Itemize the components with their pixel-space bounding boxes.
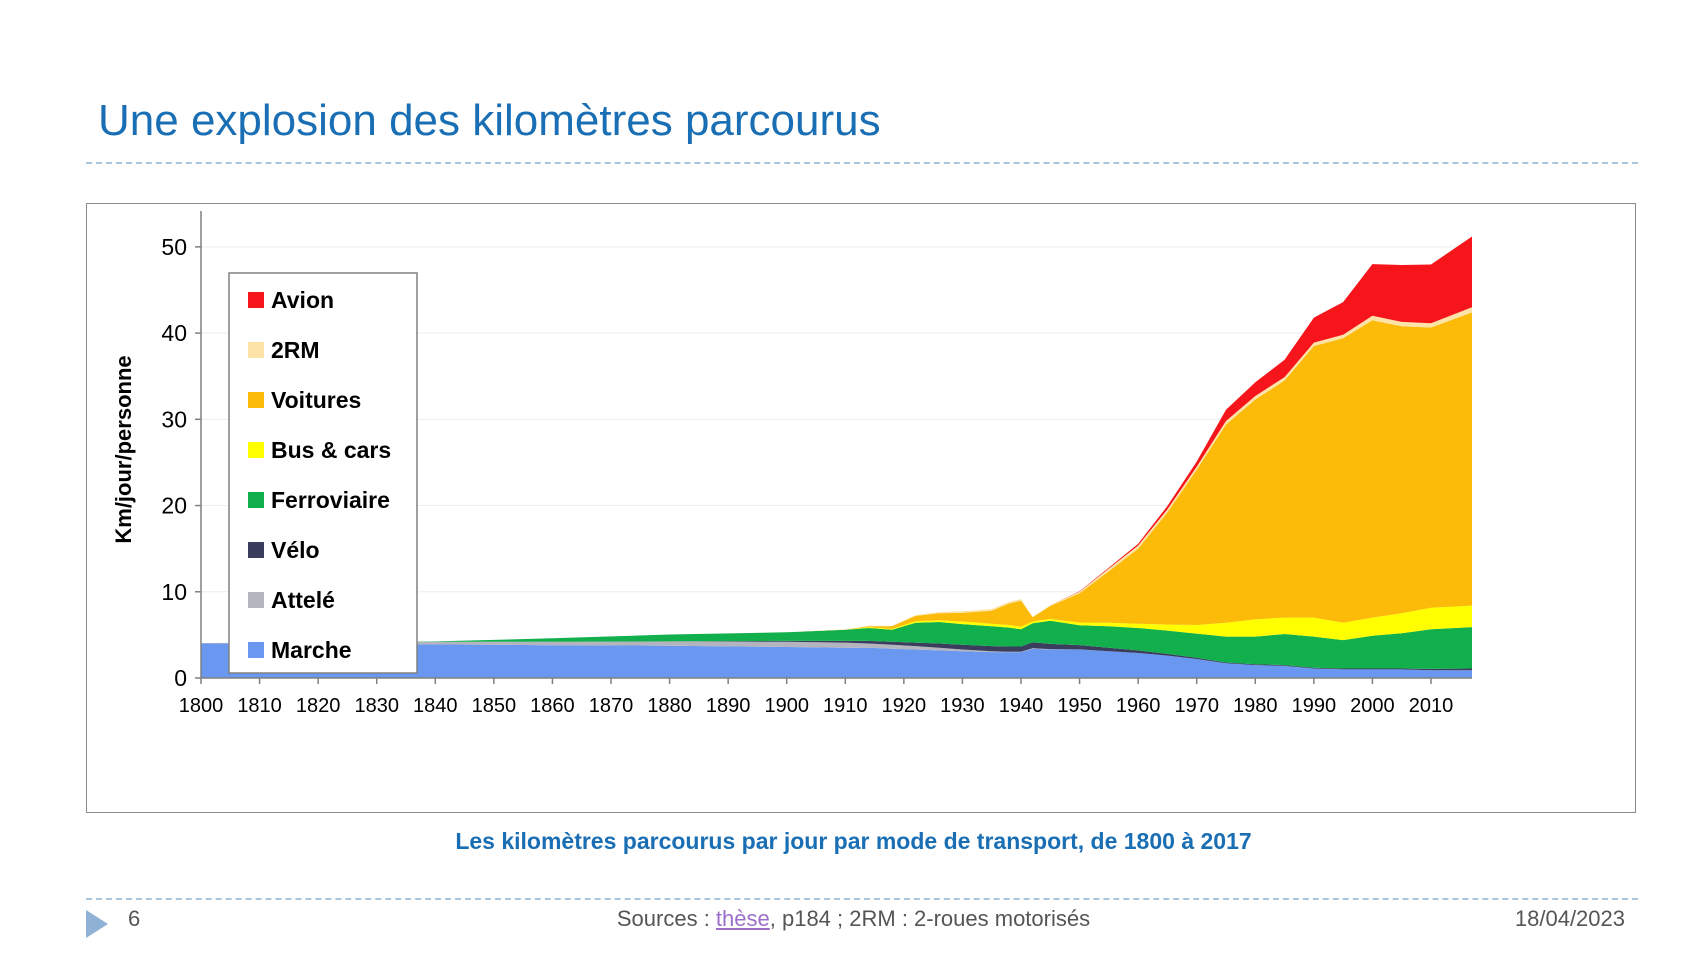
y-axis-label: Km/jour/personne: [111, 355, 136, 543]
footer-divider: [86, 898, 1638, 900]
title-divider: [86, 162, 1638, 164]
x-tick-label: 1870: [589, 695, 634, 717]
area-series-1: [201, 641, 1472, 671]
legend-label: Bus & cars: [271, 437, 391, 463]
x-tick-label: 1900: [764, 695, 809, 717]
slide-title: Une explosion des kilomètres parcourus: [98, 96, 881, 145]
legend-label: Vélo: [271, 537, 320, 563]
legend-swatch: [248, 642, 264, 658]
x-tick-label: 1820: [296, 695, 341, 717]
x-tick-label: 1960: [1116, 695, 1161, 717]
x-tick-label: 1810: [237, 695, 281, 717]
legend-label: Marche: [271, 637, 352, 663]
legend-swatch: [248, 392, 264, 408]
page-number: 6: [128, 906, 141, 931]
x-tick-label: 2010: [1409, 695, 1454, 717]
sources-note: Sources : thèse, p184 ; 2RM : 2-roues mo…: [0, 906, 1707, 932]
x-tick-label: 1970: [1174, 695, 1219, 717]
x-tick-label: 1920: [882, 695, 927, 717]
legend-swatch: [248, 292, 264, 308]
y-tick-label: 10: [161, 579, 187, 605]
x-tick-label: 1890: [706, 695, 751, 717]
legend-label: Attelé: [271, 587, 335, 613]
legend-swatch: [248, 542, 264, 558]
x-tick-label: 1850: [472, 695, 517, 717]
y-tick-label: 20: [161, 493, 187, 519]
area-series-0: [201, 643, 1472, 678]
x-tick-label: 1930: [940, 695, 985, 717]
x-tick-label: 1800: [179, 695, 224, 717]
y-tick-label: 50: [161, 234, 187, 260]
sources-prefix: Sources :: [616, 906, 716, 931]
legend-label: 2RM: [271, 337, 320, 363]
stacked-area-chart: 0 10 20 30 40 50 1800 1810 1820 1830 1840 1850 1860 1…: [111, 211, 1472, 717]
sources-link[interactable]: thèse: [715, 906, 770, 931]
legend-label: Voitures: [271, 387, 361, 413]
x-tick-label: 1840: [413, 695, 458, 717]
x-tick-label: 1910: [823, 695, 868, 717]
area-series-4: [201, 605, 1472, 644]
play-icon: [86, 910, 108, 938]
legend-swatch: [248, 492, 264, 508]
legend-label: Avion: [271, 287, 334, 313]
x-tick-label: 1860: [530, 695, 575, 717]
x-tick-label: 1830: [354, 695, 399, 717]
x-tick-label: 2000: [1350, 695, 1395, 717]
y-tick-label: 30: [161, 406, 187, 432]
area-series-3: [201, 620, 1472, 669]
x-tick-label: 1980: [1233, 695, 1278, 717]
slide-date: 18/04/2023: [1514, 906, 1625, 931]
x-tick-label: 1990: [1292, 695, 1337, 717]
x-tick-label: 1950: [1057, 695, 1102, 717]
x-tick-label: 1940: [999, 695, 1044, 717]
legend-swatch: [248, 342, 264, 358]
x-tick-label: 1880: [647, 695, 692, 717]
legend-swatch: [248, 442, 264, 458]
y-tick-label: 40: [161, 320, 187, 346]
area-series-5: [201, 312, 1472, 644]
legend-label: Ferroviaire: [271, 487, 390, 513]
y-tick-label: 0: [174, 665, 187, 691]
legend-box: [228, 272, 418, 674]
sources-suffix: , p184 ; 2RM : 2-roues motorisés: [769, 906, 1091, 931]
legend-swatch: [248, 592, 264, 608]
chart-caption: Les kilomètres parcourus par jour par mo…: [455, 828, 1252, 854]
